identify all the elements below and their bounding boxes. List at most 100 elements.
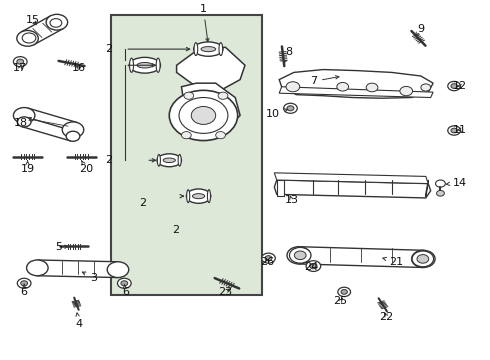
Circle shape	[286, 82, 300, 92]
Text: 2: 2	[105, 155, 112, 165]
Circle shape	[437, 190, 444, 196]
Circle shape	[169, 90, 238, 140]
Circle shape	[17, 117, 31, 127]
Ellipse shape	[193, 194, 205, 199]
Polygon shape	[274, 180, 431, 198]
Ellipse shape	[157, 154, 160, 166]
Text: 24: 24	[304, 262, 318, 272]
Circle shape	[17, 59, 24, 64]
Circle shape	[26, 260, 48, 276]
Text: 2: 2	[139, 198, 147, 208]
Ellipse shape	[187, 190, 190, 203]
Circle shape	[287, 106, 294, 111]
Circle shape	[284, 103, 297, 113]
Circle shape	[13, 57, 27, 67]
Polygon shape	[176, 47, 245, 90]
Ellipse shape	[186, 189, 211, 203]
Text: 15: 15	[25, 15, 40, 26]
Text: 11: 11	[453, 125, 467, 135]
Polygon shape	[21, 16, 63, 45]
Text: 7: 7	[310, 76, 339, 86]
Circle shape	[216, 132, 225, 139]
Circle shape	[184, 92, 194, 99]
Circle shape	[400, 86, 413, 96]
Text: 6: 6	[122, 284, 129, 297]
Polygon shape	[274, 173, 428, 184]
Polygon shape	[279, 87, 433, 98]
Circle shape	[262, 253, 275, 263]
Ellipse shape	[156, 58, 160, 72]
Text: 2: 2	[172, 225, 179, 235]
Text: 26: 26	[260, 257, 274, 267]
Text: 12: 12	[453, 81, 467, 91]
Text: 9: 9	[415, 24, 424, 36]
Text: 25: 25	[333, 296, 347, 306]
Circle shape	[417, 255, 429, 263]
Polygon shape	[20, 108, 77, 137]
Circle shape	[66, 131, 80, 141]
Circle shape	[46, 14, 68, 30]
Circle shape	[265, 256, 272, 261]
Circle shape	[17, 278, 31, 288]
Circle shape	[448, 126, 461, 135]
Circle shape	[191, 107, 216, 125]
Ellipse shape	[129, 57, 160, 73]
Text: 17: 17	[13, 63, 27, 73]
Polygon shape	[22, 117, 75, 141]
Circle shape	[421, 84, 431, 91]
Circle shape	[337, 82, 348, 91]
Ellipse shape	[219, 42, 222, 55]
Circle shape	[341, 289, 347, 294]
Circle shape	[310, 264, 317, 269]
Polygon shape	[426, 180, 428, 197]
Circle shape	[290, 247, 311, 263]
Ellipse shape	[194, 42, 223, 56]
Circle shape	[22, 33, 36, 43]
Circle shape	[50, 19, 62, 27]
Polygon shape	[277, 180, 284, 196]
Ellipse shape	[201, 46, 216, 51]
Text: 23: 23	[219, 287, 233, 297]
Circle shape	[338, 287, 350, 297]
Circle shape	[21, 281, 27, 286]
Circle shape	[17, 31, 38, 46]
Circle shape	[121, 281, 128, 286]
Ellipse shape	[137, 63, 153, 68]
Text: 19: 19	[21, 161, 35, 174]
Circle shape	[294, 251, 306, 260]
Ellipse shape	[157, 154, 181, 167]
Circle shape	[366, 83, 378, 92]
Text: 5: 5	[55, 242, 68, 252]
Text: 6: 6	[21, 284, 27, 297]
Polygon shape	[298, 247, 424, 267]
Circle shape	[412, 251, 434, 267]
Circle shape	[118, 278, 131, 288]
Polygon shape	[279, 69, 433, 98]
Ellipse shape	[207, 190, 211, 203]
Circle shape	[287, 247, 311, 264]
Circle shape	[179, 98, 228, 134]
Text: 13: 13	[284, 195, 298, 205]
Ellipse shape	[129, 58, 133, 72]
Circle shape	[13, 108, 35, 123]
Text: 20: 20	[79, 161, 93, 174]
Text: 16: 16	[72, 63, 86, 73]
Circle shape	[451, 128, 457, 133]
Circle shape	[107, 262, 129, 278]
Circle shape	[306, 261, 321, 271]
Text: 10: 10	[266, 109, 288, 119]
Text: 21: 21	[383, 257, 404, 267]
Polygon shape	[181, 83, 240, 134]
Text: 14: 14	[446, 178, 467, 188]
Circle shape	[218, 92, 228, 99]
Circle shape	[448, 81, 461, 91]
Text: 2: 2	[105, 44, 112, 54]
Ellipse shape	[194, 42, 198, 55]
Ellipse shape	[178, 154, 181, 166]
Text: 1: 1	[200, 4, 209, 42]
FancyBboxPatch shape	[111, 15, 262, 295]
Circle shape	[181, 132, 191, 139]
Circle shape	[412, 250, 435, 267]
Text: 8: 8	[284, 46, 293, 63]
Circle shape	[62, 122, 84, 138]
